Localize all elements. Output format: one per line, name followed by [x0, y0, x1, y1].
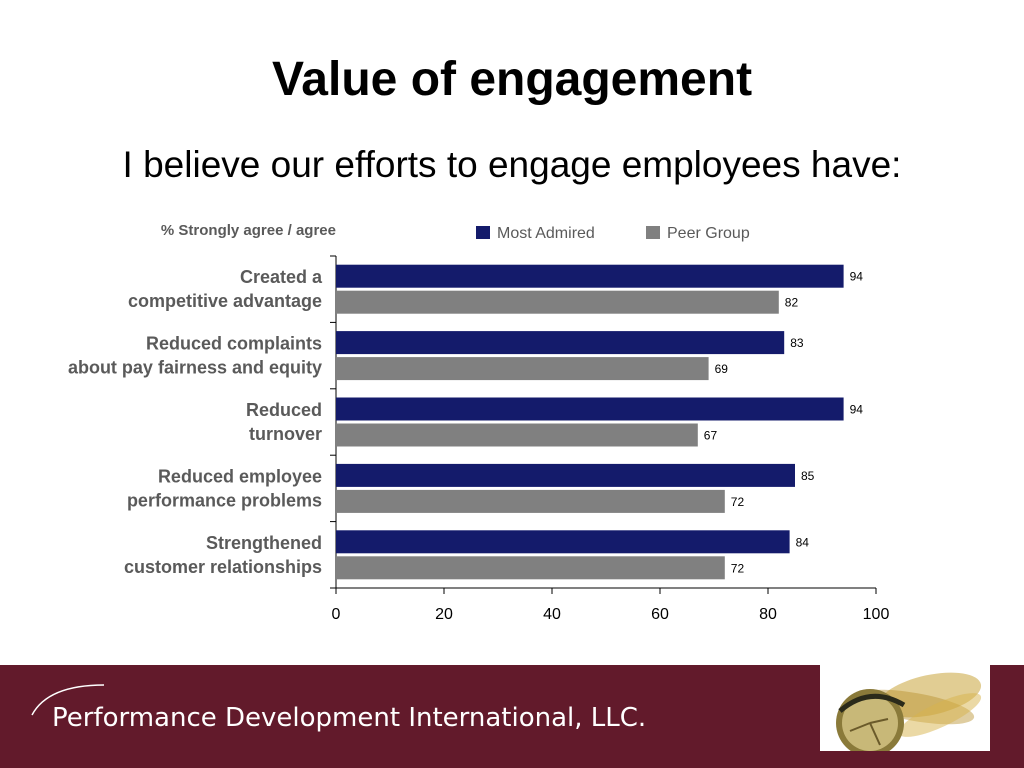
bar	[336, 357, 709, 381]
category-label: Reduced employee	[158, 466, 322, 486]
data-label: 72	[731, 495, 745, 509]
bar	[336, 556, 725, 580]
x-tick-label: 100	[863, 606, 890, 623]
category-label: customer relationships	[124, 557, 322, 577]
data-label: 67	[704, 429, 718, 443]
data-label: 84	[796, 535, 810, 549]
bar	[336, 331, 785, 355]
axis-caption: % Strongly agree / agree	[161, 222, 336, 239]
data-label: 82	[785, 296, 799, 310]
company-name: Performance Development International, L…	[52, 703, 647, 733]
data-label: 69	[715, 362, 729, 376]
category-label: performance problems	[127, 490, 322, 510]
category-label: Created a	[240, 267, 323, 287]
bar	[336, 423, 698, 447]
x-tick-label: 0	[332, 606, 341, 623]
x-tick-label: 40	[543, 606, 561, 623]
category-label: competitive advantage	[128, 291, 322, 311]
category-label: Strengthened	[206, 533, 322, 553]
data-label: 72	[731, 561, 745, 575]
x-tick-label: 20	[435, 606, 453, 623]
category-label: about pay fairness and equity	[68, 358, 322, 378]
swoosh-logo-icon	[31, 684, 105, 716]
category-label: turnover	[249, 424, 322, 444]
data-label: 85	[801, 469, 815, 483]
category-label: Reduced complaints	[146, 334, 322, 354]
bar	[336, 264, 844, 288]
bar	[336, 489, 725, 513]
legend-swatch	[646, 226, 660, 239]
data-label: 94	[850, 270, 864, 284]
bar	[336, 530, 790, 554]
legend-label: Most Admired	[497, 225, 595, 242]
compass-logo-icon	[836, 672, 982, 757]
company-logo	[820, 665, 990, 757]
bar-chart: % Strongly agree / agree Most Admired Peer…	[68, 222, 890, 623]
page-title: Value of engagement	[271, 53, 753, 106]
x-tick-label: 80	[759, 606, 777, 623]
legend-label: Peer Group	[667, 225, 750, 242]
bar	[336, 397, 844, 421]
data-label: 94	[850, 403, 864, 417]
x-tick-label: 60	[651, 606, 669, 623]
data-label: 83	[790, 336, 804, 350]
category-label: Reduced	[246, 400, 322, 420]
bar	[336, 463, 795, 487]
bar	[336, 290, 779, 314]
legend-swatch	[476, 226, 490, 239]
footer-bar: Performance Development International, L…	[0, 665, 1024, 768]
page-subtitle: I believe our efforts to engage employee…	[122, 144, 902, 185]
